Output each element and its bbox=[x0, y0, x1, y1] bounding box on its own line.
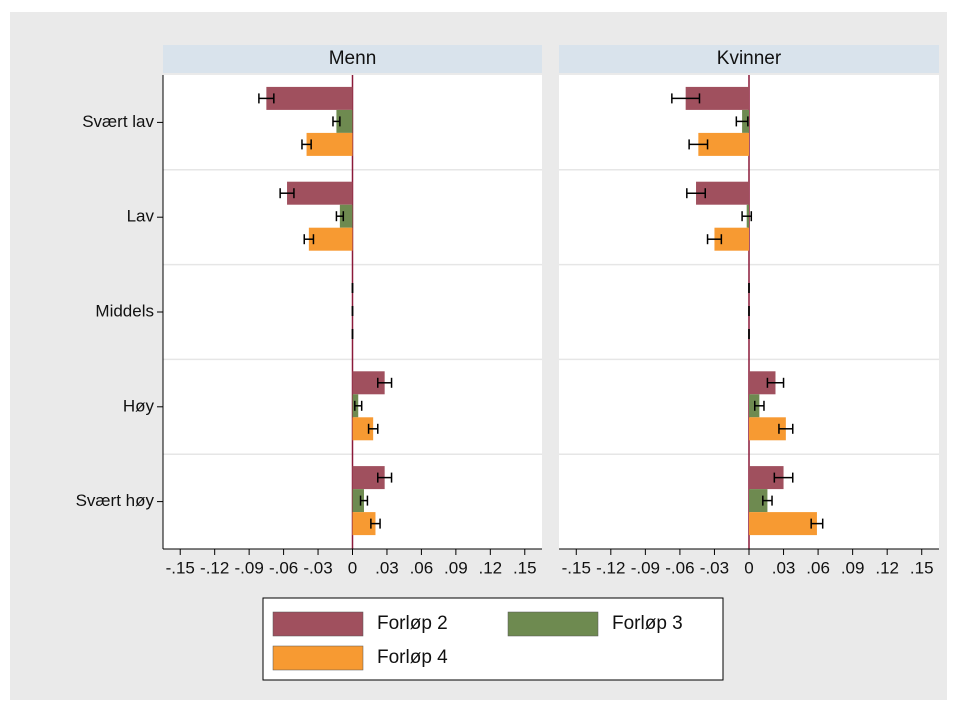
error-bar bbox=[754, 400, 765, 411]
error-bar bbox=[735, 116, 749, 127]
error-bar bbox=[258, 93, 275, 104]
error-bar bbox=[377, 377, 393, 388]
bar bbox=[352, 417, 374, 441]
error-bar bbox=[354, 400, 363, 411]
error-bar bbox=[778, 423, 794, 434]
error-bar bbox=[303, 234, 315, 245]
x-tick-label: .09 bbox=[841, 558, 865, 577]
legend-label: Forløp 3 bbox=[612, 613, 683, 634]
error-bar bbox=[279, 188, 295, 199]
panel-title: Kvinner bbox=[717, 48, 782, 69]
error-bar bbox=[335, 211, 345, 222]
bar bbox=[352, 489, 364, 513]
error-bar bbox=[359, 495, 369, 506]
error-bar bbox=[367, 423, 379, 434]
x-tick-label: -.06 bbox=[665, 558, 694, 577]
x-tick-label: .09 bbox=[444, 558, 468, 577]
x-tick-label: .03 bbox=[772, 558, 796, 577]
x-tick-label: .06 bbox=[806, 558, 830, 577]
x-tick-label: 0 bbox=[744, 558, 753, 577]
bar bbox=[352, 512, 376, 536]
bar bbox=[749, 512, 817, 536]
bar bbox=[339, 204, 353, 228]
bar bbox=[306, 132, 353, 156]
x-tick-label: -.09 bbox=[234, 558, 263, 577]
bar bbox=[685, 86, 749, 110]
bar bbox=[749, 417, 786, 441]
bar bbox=[336, 109, 353, 133]
error-bar bbox=[370, 518, 381, 529]
legend-swatch bbox=[507, 611, 599, 637]
x-tick-label: 0 bbox=[348, 558, 357, 577]
x-tick-label: .12 bbox=[875, 558, 899, 577]
bar bbox=[749, 466, 784, 490]
x-tick-label: .12 bbox=[478, 558, 502, 577]
bar bbox=[352, 371, 385, 395]
error-bar bbox=[741, 211, 753, 222]
y-tick-label: Middels bbox=[95, 301, 154, 320]
error-bar bbox=[332, 116, 341, 127]
legend-label: Forløp 4 bbox=[377, 647, 448, 668]
bar bbox=[308, 227, 353, 251]
error-bar bbox=[762, 495, 773, 506]
bar bbox=[749, 489, 768, 513]
y-tick-label: Lav bbox=[127, 207, 155, 226]
bar bbox=[749, 371, 776, 395]
error-bar bbox=[810, 518, 824, 529]
error-bar bbox=[301, 139, 312, 150]
x-tick-label: .15 bbox=[513, 558, 537, 577]
legend-label: Forløp 2 bbox=[377, 613, 448, 634]
bar bbox=[266, 86, 353, 110]
x-tick-label: .15 bbox=[910, 558, 934, 577]
error-bar bbox=[773, 472, 794, 483]
panel-title: Menn bbox=[329, 48, 377, 69]
y-tick-label: Svært lav bbox=[82, 112, 154, 131]
panel-header bbox=[559, 45, 939, 73]
x-tick-label: -.12 bbox=[200, 558, 229, 577]
legend-swatch bbox=[272, 611, 364, 637]
x-tick-label: -.15 bbox=[166, 558, 195, 577]
error-bar bbox=[671, 93, 701, 104]
error-bar bbox=[688, 139, 709, 150]
y-tick-label: Høy bbox=[123, 396, 155, 415]
error-bar bbox=[766, 377, 785, 388]
bar bbox=[287, 181, 353, 205]
y-tick-label: Svært høy bbox=[76, 491, 155, 510]
x-tick-label: -.03 bbox=[303, 558, 332, 577]
x-tick-label: -.06 bbox=[269, 558, 298, 577]
bar bbox=[698, 132, 749, 156]
x-tick-label: -.03 bbox=[700, 558, 729, 577]
error-bar bbox=[686, 188, 706, 199]
x-tick-label: .03 bbox=[375, 558, 399, 577]
bar bbox=[696, 181, 749, 205]
error-bar bbox=[377, 472, 393, 483]
x-tick-label: -.09 bbox=[631, 558, 660, 577]
x-tick-label: .06 bbox=[410, 558, 434, 577]
legend-swatch bbox=[272, 645, 364, 671]
bar bbox=[352, 466, 385, 490]
bar bbox=[714, 227, 749, 251]
panel-header bbox=[163, 45, 542, 73]
x-tick-label: -.12 bbox=[596, 558, 625, 577]
x-tick-label: -.15 bbox=[562, 558, 591, 577]
error-bar bbox=[706, 234, 723, 245]
